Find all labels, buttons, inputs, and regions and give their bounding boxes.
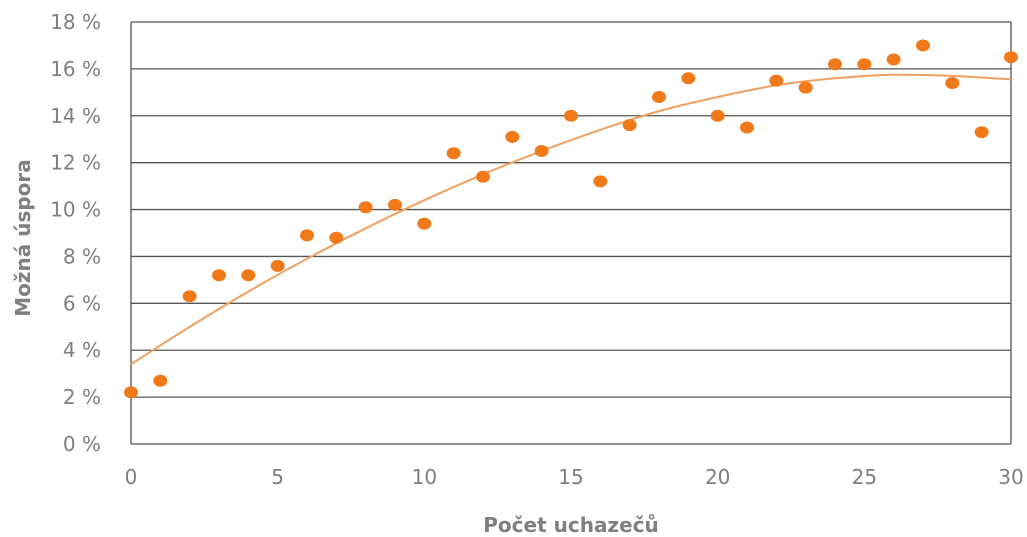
y-tick-label: 4 % xyxy=(63,338,101,362)
data-point xyxy=(446,147,461,160)
data-point xyxy=(945,76,960,89)
y-tick-label: 0 % xyxy=(63,432,101,456)
y-tick-label: 6 % xyxy=(63,291,101,315)
y-tick-label: 12 % xyxy=(50,151,101,175)
data-point xyxy=(182,290,197,303)
data-point xyxy=(1004,51,1018,64)
y-tick-label: 8 % xyxy=(63,244,101,268)
data-point xyxy=(828,58,842,71)
data-point xyxy=(710,109,725,122)
trend-line xyxy=(130,73,1012,366)
y-tick-label: 2 % xyxy=(63,385,101,409)
x-tick-label: 15 xyxy=(558,465,583,489)
y-tick-label: 10 % xyxy=(50,198,101,222)
data-point xyxy=(300,229,314,242)
x-axis-title: Počet uchazečů xyxy=(483,513,658,537)
data-point xyxy=(417,217,432,230)
data-point xyxy=(476,170,490,183)
x-tick-label: 25 xyxy=(852,465,877,489)
data-point xyxy=(124,386,138,399)
data-point xyxy=(270,259,285,272)
x-tick-label: 10 xyxy=(412,465,437,489)
data-point xyxy=(153,374,168,387)
data-point xyxy=(505,130,520,143)
data-point xyxy=(652,91,666,104)
data-point xyxy=(769,74,784,87)
data-point xyxy=(329,231,344,244)
data-point xyxy=(593,175,608,188)
y-tick-label: 14 % xyxy=(50,104,101,128)
data-point xyxy=(916,39,930,52)
data-point xyxy=(974,126,989,139)
data-point xyxy=(740,121,754,134)
data-point xyxy=(798,81,813,94)
data-point xyxy=(622,119,637,132)
x-tick-label: 5 xyxy=(271,465,284,489)
data-point xyxy=(388,198,402,211)
data-point xyxy=(358,201,373,214)
y-tick-labels: 0 % 2 % 4 % 6 % 8 % 10 % 12 % 14 % 16 % 18 % xyxy=(50,10,101,456)
y-tick-label: 18 % xyxy=(50,10,101,34)
data-point xyxy=(681,72,696,85)
data-point xyxy=(212,269,226,282)
grid-lines xyxy=(130,21,1012,445)
x-tick-labels: 0 5 10 15 20 25 30 xyxy=(125,465,1024,489)
data-point xyxy=(857,58,872,71)
x-tick-label: 20 xyxy=(705,465,730,489)
x-tick-label: 0 xyxy=(125,465,138,489)
data-points xyxy=(124,39,1018,399)
data-point xyxy=(886,53,901,66)
x-tick-label: 30 xyxy=(998,465,1023,489)
data-point xyxy=(241,269,256,282)
data-point xyxy=(534,144,549,157)
y-tick-label: 16 % xyxy=(50,57,101,81)
data-point xyxy=(564,109,578,122)
y-axis-title: Možná úspora xyxy=(11,159,35,317)
